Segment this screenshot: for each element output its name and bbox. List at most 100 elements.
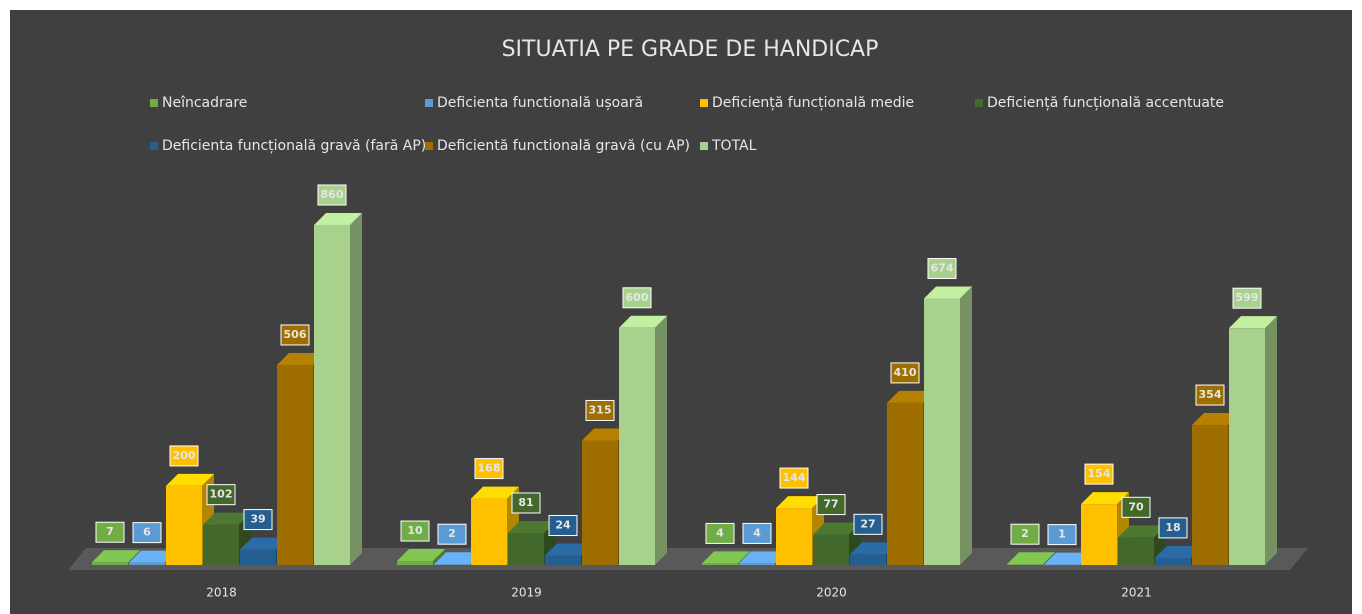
data-label: 200 xyxy=(173,449,196,462)
data-label: 168 xyxy=(478,462,501,475)
bar-top xyxy=(240,537,288,550)
data-label-box xyxy=(1121,496,1151,518)
legend-label: Deficiență funcțională accentuate xyxy=(987,95,1224,111)
bar-top xyxy=(1192,413,1240,426)
bar-side xyxy=(1265,316,1277,565)
bar-top xyxy=(397,549,445,562)
bar xyxy=(545,555,581,565)
bar xyxy=(1081,504,1117,565)
bar xyxy=(129,562,165,565)
data-label-box xyxy=(1232,287,1262,309)
bar-side xyxy=(433,549,445,565)
x-tick-label: 2021 xyxy=(1121,586,1152,600)
data-label-box xyxy=(1084,463,1114,485)
data-label-box xyxy=(474,458,504,480)
x-tick-label: 2018 xyxy=(206,586,237,600)
bar-top xyxy=(545,543,593,556)
bar-top xyxy=(203,512,251,525)
data-label: 2 xyxy=(1021,527,1029,540)
data-label-box xyxy=(95,521,125,543)
data-label: 144 xyxy=(783,471,806,484)
data-label: 860 xyxy=(321,188,344,201)
data-label-box xyxy=(548,515,578,537)
data-label-box xyxy=(585,399,615,421)
floor xyxy=(68,548,1308,570)
bar-side xyxy=(350,213,362,565)
data-label: 506 xyxy=(284,328,307,341)
data-label-box xyxy=(705,522,735,544)
data-label: 24 xyxy=(555,519,571,532)
data-label-box xyxy=(132,522,162,544)
bar-top xyxy=(619,315,667,328)
data-label: 674 xyxy=(931,262,954,275)
data-label: 77 xyxy=(823,498,838,511)
data-label-box xyxy=(511,492,541,514)
data-label: 1 xyxy=(1058,528,1066,541)
bar xyxy=(277,364,313,565)
data-label-box xyxy=(1158,517,1188,539)
bar-top xyxy=(434,552,482,565)
data-label-box xyxy=(1047,524,1077,546)
legend-swatch xyxy=(975,99,983,107)
bar xyxy=(434,564,470,565)
bar-top xyxy=(277,352,325,365)
data-label-box xyxy=(280,324,310,346)
data-label-box xyxy=(206,484,236,506)
bar-top xyxy=(129,550,177,563)
data-label: 7 xyxy=(106,525,114,538)
bar xyxy=(471,498,507,565)
x-tick-label: 2019 xyxy=(511,586,542,600)
bar xyxy=(924,298,960,565)
data-label-box xyxy=(243,509,273,531)
bar-top xyxy=(1007,552,1055,565)
data-label: 27 xyxy=(860,517,875,530)
bar xyxy=(1118,537,1154,565)
bar xyxy=(1155,557,1191,565)
bar-top xyxy=(471,486,519,499)
legend-swatch xyxy=(700,99,708,107)
legend-swatch xyxy=(700,142,708,150)
data-label: 4 xyxy=(716,526,724,539)
bar xyxy=(508,532,544,565)
data-label-box xyxy=(169,445,199,467)
bar xyxy=(739,563,775,565)
bar-top xyxy=(166,473,214,486)
data-label-box xyxy=(779,467,809,489)
legend-label: TOTAL xyxy=(711,138,757,154)
bar-top xyxy=(776,496,824,509)
x-tick-label: 2020 xyxy=(816,586,847,600)
bar xyxy=(619,327,655,565)
data-label: 18 xyxy=(1165,521,1180,534)
data-label-box xyxy=(317,184,347,206)
bar-top xyxy=(850,542,898,555)
bar-top xyxy=(92,550,140,563)
data-label-box xyxy=(1010,523,1040,545)
bar-top xyxy=(582,428,630,441)
bar-top xyxy=(1118,525,1166,538)
data-label: 6 xyxy=(143,526,151,539)
legend-swatch xyxy=(150,99,158,107)
bar xyxy=(166,485,202,565)
bar-side xyxy=(1043,552,1055,565)
bar xyxy=(314,225,350,565)
bar-top xyxy=(1044,552,1092,565)
bar xyxy=(582,440,618,565)
legend-label: Deficienta funcțională gravă (fară AP) xyxy=(162,138,426,154)
bar xyxy=(203,524,239,565)
legend-swatch xyxy=(425,142,433,150)
bar xyxy=(1229,328,1265,565)
data-label: 10 xyxy=(407,524,423,537)
legend-swatch xyxy=(425,99,433,107)
bar-top xyxy=(702,551,750,564)
data-label: 2 xyxy=(448,527,456,540)
data-label-box xyxy=(742,522,772,544)
data-label-box xyxy=(816,494,846,516)
bar xyxy=(887,402,923,565)
data-label: 70 xyxy=(1128,500,1144,513)
bar-side xyxy=(655,315,667,565)
bar xyxy=(1044,564,1080,566)
data-label: 4 xyxy=(753,526,761,539)
bar-top xyxy=(924,286,972,299)
data-label: 102 xyxy=(210,488,233,501)
